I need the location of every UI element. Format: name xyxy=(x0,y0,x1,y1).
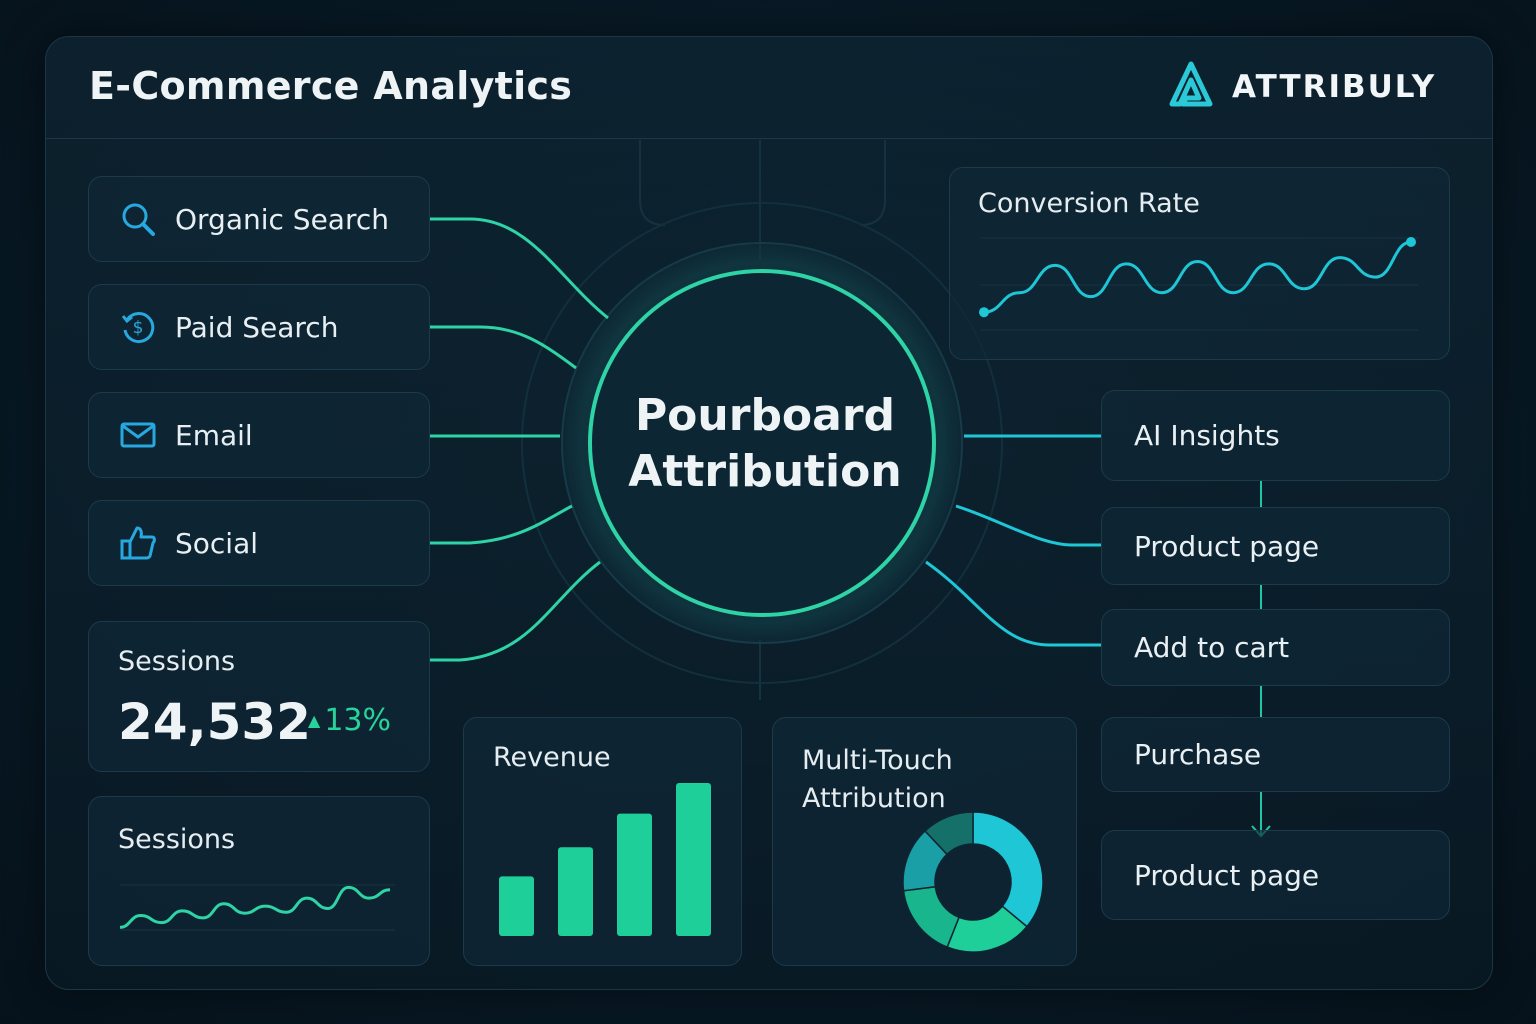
revenue-title: Revenue xyxy=(493,742,611,773)
mail-icon xyxy=(119,416,157,454)
conversion-rate-title: Conversion Rate xyxy=(978,188,1200,219)
stage-label: Product page xyxy=(1134,858,1320,892)
donut-slice xyxy=(902,885,960,949)
donut-slice xyxy=(972,811,1044,928)
funnel-wires xyxy=(925,434,1102,647)
sessions-change-value: 13% xyxy=(324,703,391,738)
channel-social[interactable]: Social xyxy=(88,500,430,586)
revenue-bar-chart xyxy=(499,783,711,936)
funnel-stage-purchase[interactable]: Purchase xyxy=(1101,717,1450,792)
multi-touch-title: Multi-Touch Attribution xyxy=(802,742,953,818)
hub-title-line1: Pourboard xyxy=(634,390,896,441)
trend-up-icon: ▲ xyxy=(308,711,321,730)
conversion-rate-chart xyxy=(979,237,1418,331)
channel-wires xyxy=(430,217,609,662)
funnel-stage-add-to-cart[interactable]: Add to cart xyxy=(1101,609,1450,686)
donut-slice xyxy=(924,811,974,856)
conversion-rate-card[interactable] xyxy=(949,167,1450,360)
stage-label: Product page xyxy=(1134,529,1320,563)
search-icon xyxy=(119,200,157,238)
sessions-sparkline xyxy=(119,884,395,931)
funnel-stage-product-page-2[interactable]: Product page xyxy=(1101,830,1450,920)
hub-title-line2: Attribution xyxy=(628,446,902,497)
revenue-bar xyxy=(617,813,652,936)
channel-organic-search[interactable]: Organic Search xyxy=(88,176,430,262)
sessions-series-line xyxy=(119,885,391,929)
sessions-change: ▲ 13% xyxy=(308,703,391,738)
series-end-point xyxy=(1406,237,1416,247)
dollar-cycle-icon: $ xyxy=(119,308,157,346)
hub-title[interactable]: Pourboard Attribution xyxy=(600,388,930,500)
sessions-kpi-title: Sessions xyxy=(118,646,236,677)
brand[interactable]: ATTRIBULY xyxy=(1166,60,1436,114)
funnel-stage-ai-insights[interactable]: AI Insights xyxy=(1101,390,1450,481)
brand-name: ATTRIBULY xyxy=(1232,69,1437,105)
multi-touch-title-line2: Attribution xyxy=(802,783,946,814)
revenue-bar xyxy=(676,783,711,936)
channel-label: Social xyxy=(175,526,259,560)
attribuly-logo-icon xyxy=(1166,60,1216,114)
page-title: E-Commerce Analytics xyxy=(89,64,573,108)
series-start-point xyxy=(979,307,989,318)
header-divider xyxy=(45,138,1493,139)
stage-label: Add to cart xyxy=(1134,631,1290,664)
revenue-bar xyxy=(499,876,534,936)
svg-text:$: $ xyxy=(133,318,144,338)
hub-ring xyxy=(588,269,936,617)
thumbs-up-icon xyxy=(119,524,157,562)
sessions-kpi-card[interactable] xyxy=(88,621,430,772)
channel-paid-search[interactable]: $ Paid Search xyxy=(88,284,430,370)
sessions-chart-title: Sessions xyxy=(118,824,236,855)
sessions-value: 24,532 xyxy=(118,693,311,751)
revenue-bar xyxy=(558,847,593,936)
channel-email[interactable]: Email xyxy=(88,392,430,478)
stage-label: Purchase xyxy=(1134,738,1262,771)
stage-label: AI Insights xyxy=(1134,419,1280,452)
multi-touch-donut xyxy=(902,811,1044,953)
funnel-stage-product-page[interactable]: Product page xyxy=(1101,507,1450,585)
channel-label: Organic Search xyxy=(175,202,390,236)
sessions-chart-card[interactable] xyxy=(88,796,430,966)
multi-touch-title-line1: Multi-Touch xyxy=(802,745,953,776)
channel-label: Email xyxy=(175,418,253,452)
channel-label: Paid Search xyxy=(175,310,339,344)
conversion-series-line xyxy=(983,240,1412,314)
